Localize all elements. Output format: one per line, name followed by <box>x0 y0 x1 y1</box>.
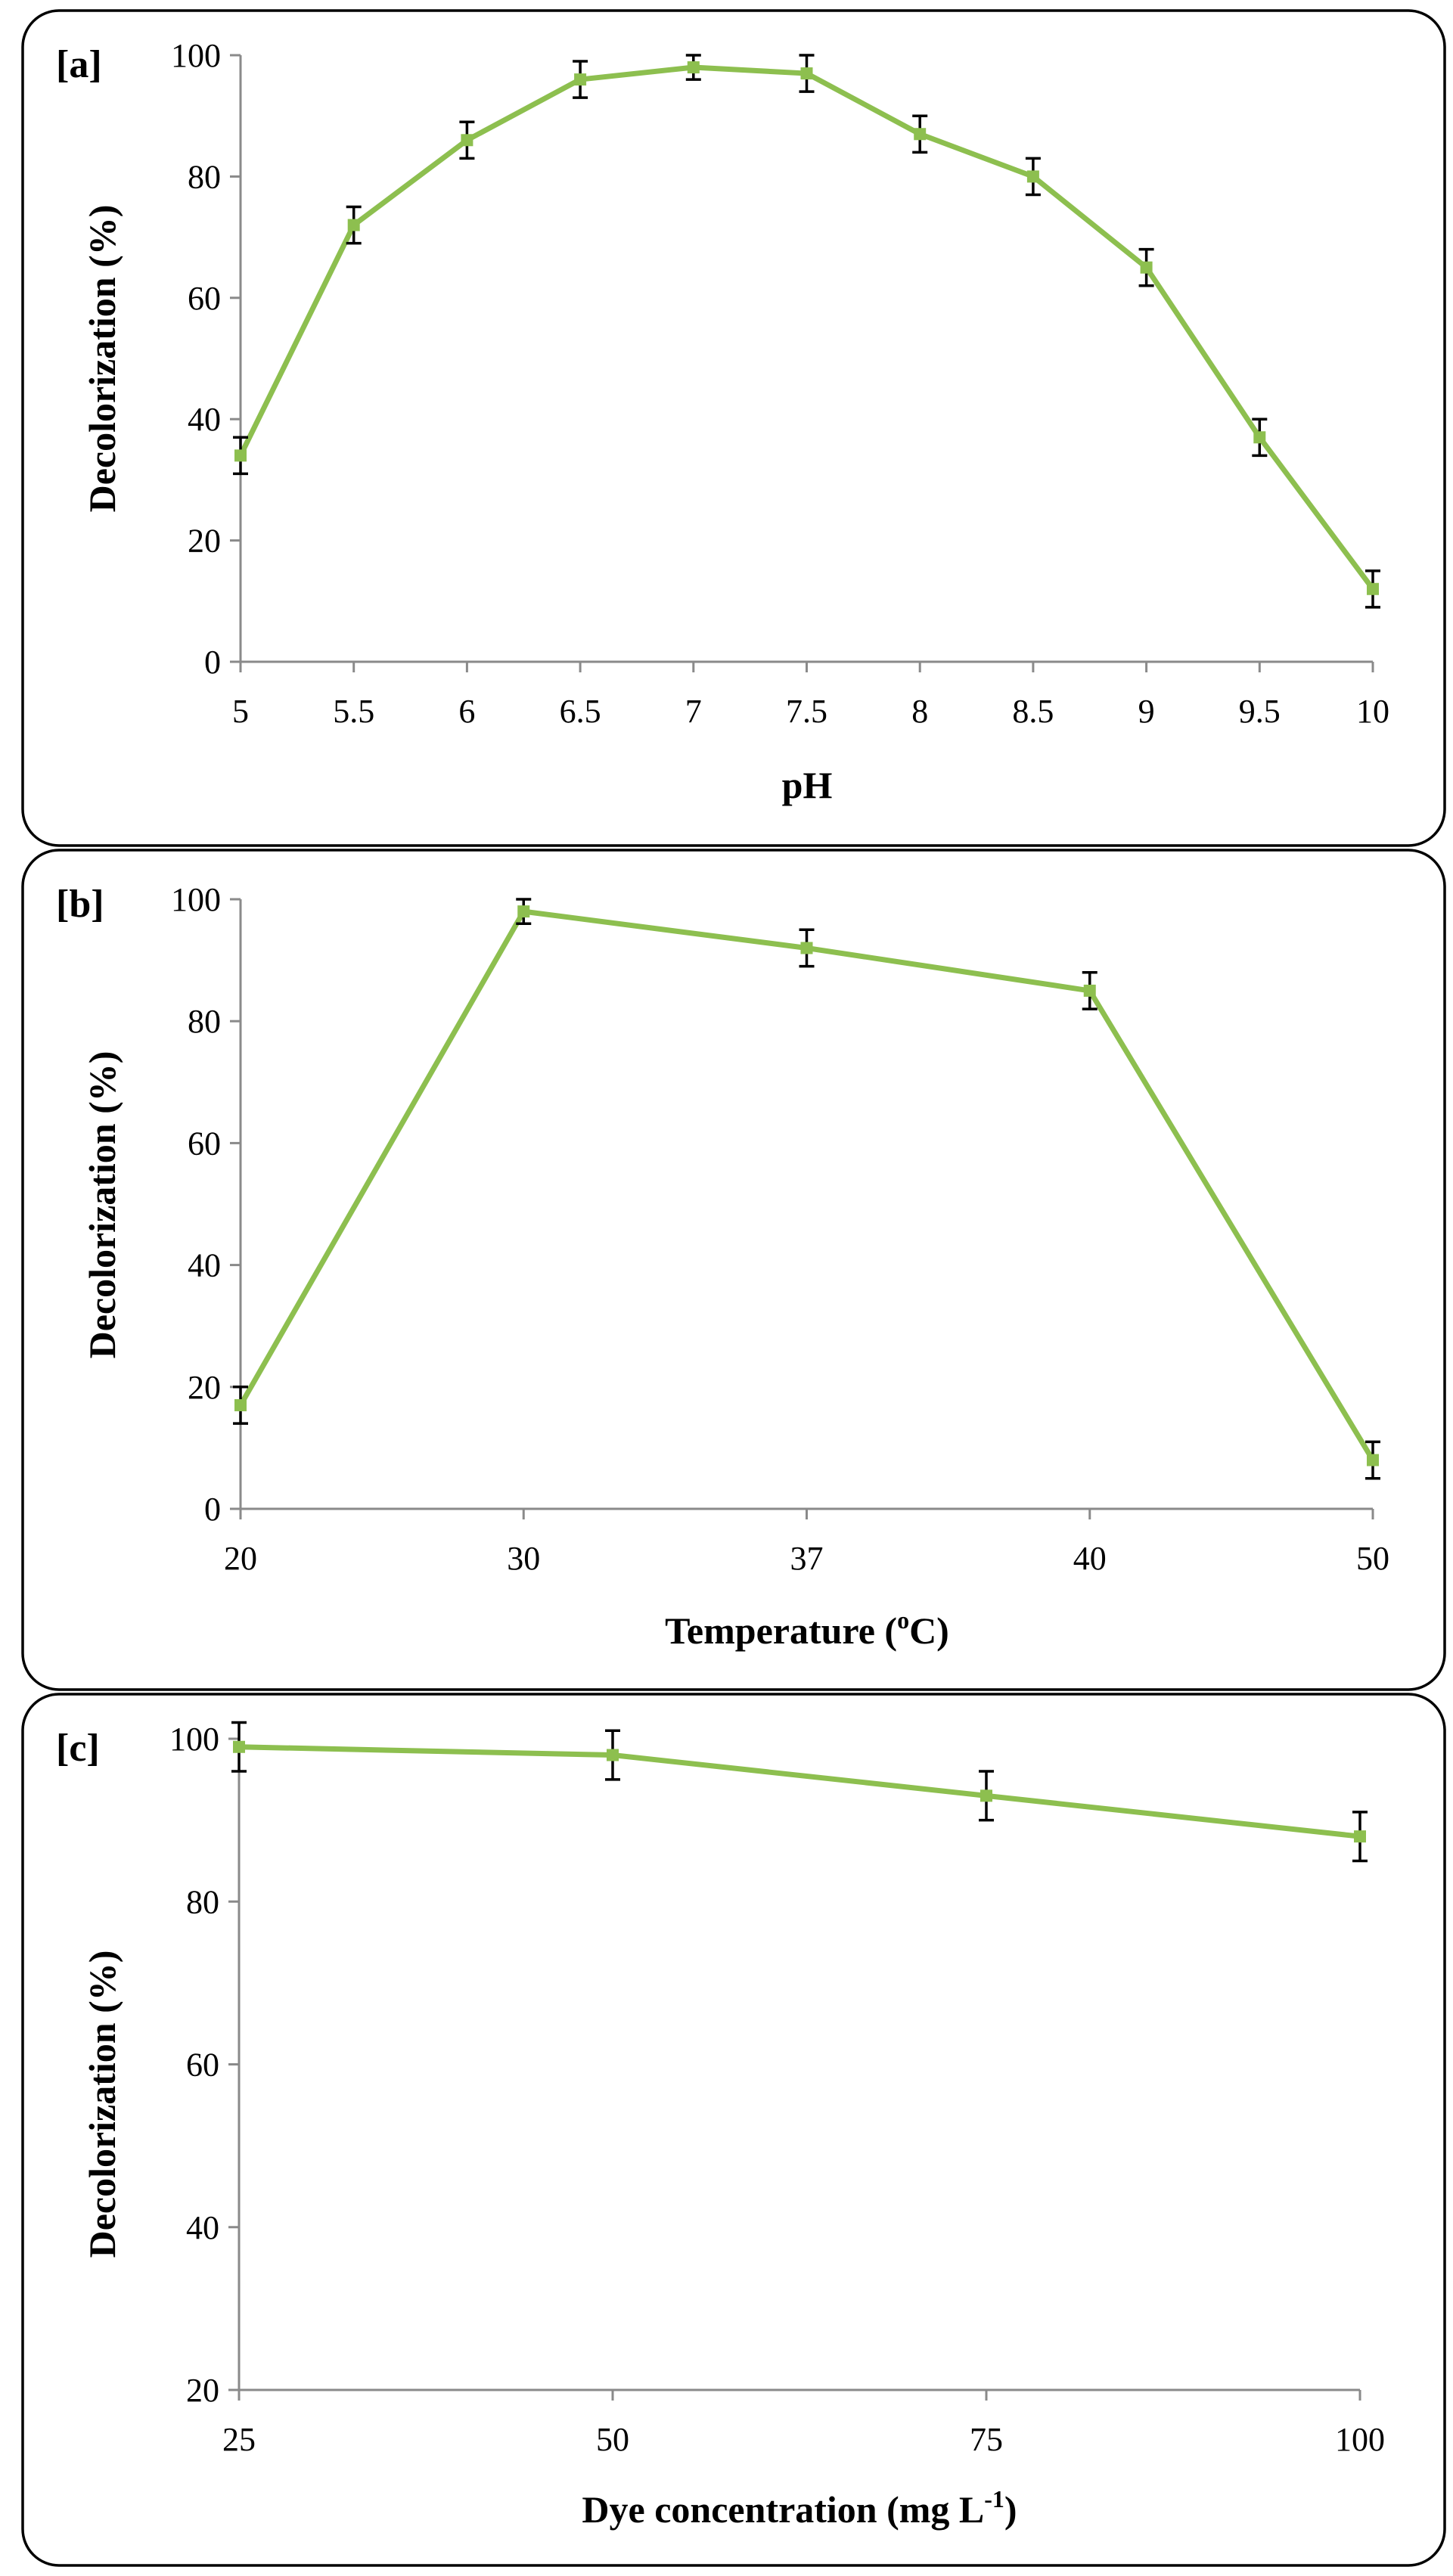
panel-b-x-axis-title-superscript: o <box>897 1606 909 1634</box>
panel-a-x-tick-label: 5 <box>232 693 249 730</box>
panel-b-label: [b] <box>56 883 104 926</box>
panel-a-data-point <box>574 73 587 86</box>
panel-b-data-point <box>1083 984 1096 997</box>
panel-a: [a] Decolorization (%) pH 0 20 40 60 80 100 5 5… <box>21 9 1446 847</box>
panel-c-x-axis-title-main: Dye concentration (mg L <box>582 2488 984 2531</box>
panel-c-y-tick-label: 80 <box>186 1883 219 1920</box>
panel-b-x-axis-title-main: Temperature ( <box>665 1609 897 1652</box>
panel-a-x-tick-label: 6.5 <box>560 693 601 730</box>
panel-c-x-axis-title-superscript: -1 <box>984 2485 1004 2512</box>
panel-b-data-point <box>234 1398 247 1411</box>
panel-c-y-axis-title: Decolorization (%) <box>81 1951 123 2258</box>
panel-c-data-point <box>1354 1830 1366 1843</box>
panel-c-y-tick-label: 60 <box>186 2047 219 2084</box>
panel-b-frame <box>21 849 1446 1691</box>
panel-b-x-tick-label: 20 <box>224 1540 257 1577</box>
panel-c-data-point <box>233 1740 245 1753</box>
panel-a-x-tick-label: 9 <box>1138 693 1155 730</box>
panel-a-x-axis-title: pH <box>782 764 833 806</box>
panel-a-data-point <box>1140 261 1153 274</box>
panel-a-data-point <box>234 449 247 462</box>
panel-b-x-tick-label: 50 <box>1356 1540 1389 1577</box>
panel-a-data-point <box>687 61 700 74</box>
panel-a-y-tick-label: 60 <box>188 280 221 317</box>
panel-b-x-tick-label: 30 <box>507 1540 540 1577</box>
panel-a-data-point <box>800 67 813 80</box>
panel-c-label: [c] <box>56 1727 100 1770</box>
panel-c-series-line <box>238 1744 1361 1839</box>
panel-c-x-tick-label: 75 <box>970 2421 1003 2458</box>
panel-c-x-axis-title: Dye concentration (mg L-1) <box>582 2485 1017 2531</box>
panel-b-y-tick-label: 80 <box>188 1003 221 1040</box>
panel-a-data-point <box>1367 582 1379 595</box>
panel-a-x-tick-label: 8 <box>911 693 928 730</box>
panel-a-y-tick-label: 0 <box>204 644 221 681</box>
panel-b-data-point <box>800 942 813 954</box>
panel-c-x-tick-label: 100 <box>1335 2421 1385 2458</box>
panel-a-x-tick-label: 10 <box>1356 693 1389 730</box>
panel-b-y-tick-label: 60 <box>188 1125 221 1162</box>
panel-b-data-point <box>517 905 530 918</box>
panel-c: [c] Decolorization (%) Dye concentration… <box>21 1693 1446 2567</box>
panel-a-label: [a] <box>56 43 102 86</box>
panel-a-y-axis-title: Decolorization (%) <box>81 205 123 513</box>
panel-c-x-tick-label: 50 <box>596 2421 629 2458</box>
panel-a-y-tick-label: 20 <box>188 523 221 560</box>
panel-a-x-tick-label: 9.5 <box>1239 693 1281 730</box>
panel-c-y-tick-label: 40 <box>186 2209 219 2246</box>
panel-a-data-point <box>914 128 927 141</box>
panel-a-plot: 0 20 40 60 80 100 5 5.5 6 6.5 7 7.5 8 8.5 9 9.5 10 <box>171 37 1389 730</box>
panel-b-data-point <box>1367 1454 1379 1466</box>
panel-a-data-point <box>1026 170 1039 183</box>
panel-a-x-tick-label: 5.5 <box>333 693 374 730</box>
panel-a-x-tick-label: 6 <box>458 693 475 730</box>
panel-a-x-tick-label: 7 <box>685 693 702 730</box>
panel-c-data-point <box>980 1789 992 1802</box>
panel-b-x-tick-label: 40 <box>1073 1540 1107 1577</box>
panel-b-y-tick-label: 100 <box>171 881 221 918</box>
panel-b-y-tick-label: 20 <box>188 1369 221 1406</box>
panel-a-y-tick-label: 80 <box>188 158 221 195</box>
panel-a-data-point <box>461 134 473 147</box>
panel-b-y-tick-label: 40 <box>188 1247 221 1284</box>
panel-c-data-point <box>607 1749 619 1761</box>
panel-c-y-tick-label: 20 <box>186 2372 219 2409</box>
panel-b-y-tick-label: 0 <box>204 1491 221 1528</box>
panel-b: [b] Decolorization (%) Temperature (oC) … <box>21 849 1446 1691</box>
panel-a-data-point <box>1253 431 1266 444</box>
panel-c-y-tick-label: 100 <box>169 1721 219 1758</box>
panel-a-y-tick-label: 40 <box>188 401 221 438</box>
panel-b-y-axis-title: Decolorization (%) <box>81 1051 123 1359</box>
panel-a-x-tick-label: 8.5 <box>1012 693 1054 730</box>
panel-c-plot: 20 40 60 80 100 25 50 75 100 <box>169 1721 1385 2458</box>
panel-c-x-tick-label: 25 <box>222 2421 256 2458</box>
panel-b-x-axis-title: Temperature (oC) <box>665 1606 949 1652</box>
panel-c-frame <box>21 1693 1446 2567</box>
panel-b-x-axis-title-suffix: C) <box>909 1609 949 1652</box>
panel-a-y-tick-label: 100 <box>171 37 221 74</box>
panel-c-x-axis-title-suffix: ) <box>1004 2488 1017 2531</box>
panel-a-data-point <box>347 219 360 231</box>
panel-a-x-tick-label: 7.5 <box>786 693 827 730</box>
panel-b-x-tick-label: 37 <box>790 1540 824 1577</box>
